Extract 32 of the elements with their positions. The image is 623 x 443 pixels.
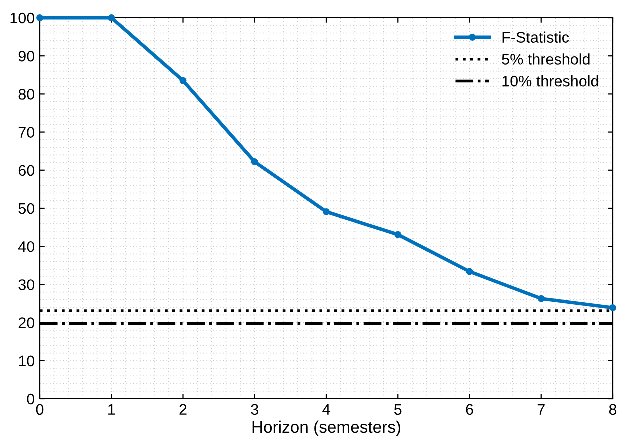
y-tick-label: 0 [27,394,35,405]
x-tick-label: 3 [251,404,258,416]
y-tick-label: 30 [18,280,35,290]
point [610,304,616,312]
point [323,208,330,216]
x-tick-label: 8 [609,404,617,416]
y-tick-label: 90 [18,50,35,62]
x-tick-label: 5 [394,404,402,416]
legend-label: F-Statistic [502,32,570,43]
x-tick-label: 7 [538,404,545,415]
x-tick-label: 6 [466,404,474,416]
x-tick-label: 2 [180,404,187,415]
point [394,231,402,238]
y-tick-label: 20 [18,318,35,328]
point [180,77,187,84]
x-tick-label: 1 [108,404,116,415]
x-tick-label: 0 [36,404,44,416]
y-tick-label: 40 [18,241,35,252]
x-tick-label: 4 [322,404,330,415]
y-tick-label: 100 [10,12,35,24]
point [108,14,116,22]
point [251,158,258,166]
y-tick-label: 50 [18,203,35,214]
point [538,295,545,302]
point [466,268,474,276]
y-tick-label: 10 [19,356,35,367]
legend-label: 10% threshold [502,76,598,87]
y-tick-label: 60 [18,165,35,176]
y-tick-label: 70 [18,127,35,138]
y-tick-label: 80 [18,89,35,100]
legend-label: 5% threshold [502,54,590,65]
x-axis-title: Horizon (semesters) [252,420,400,436]
